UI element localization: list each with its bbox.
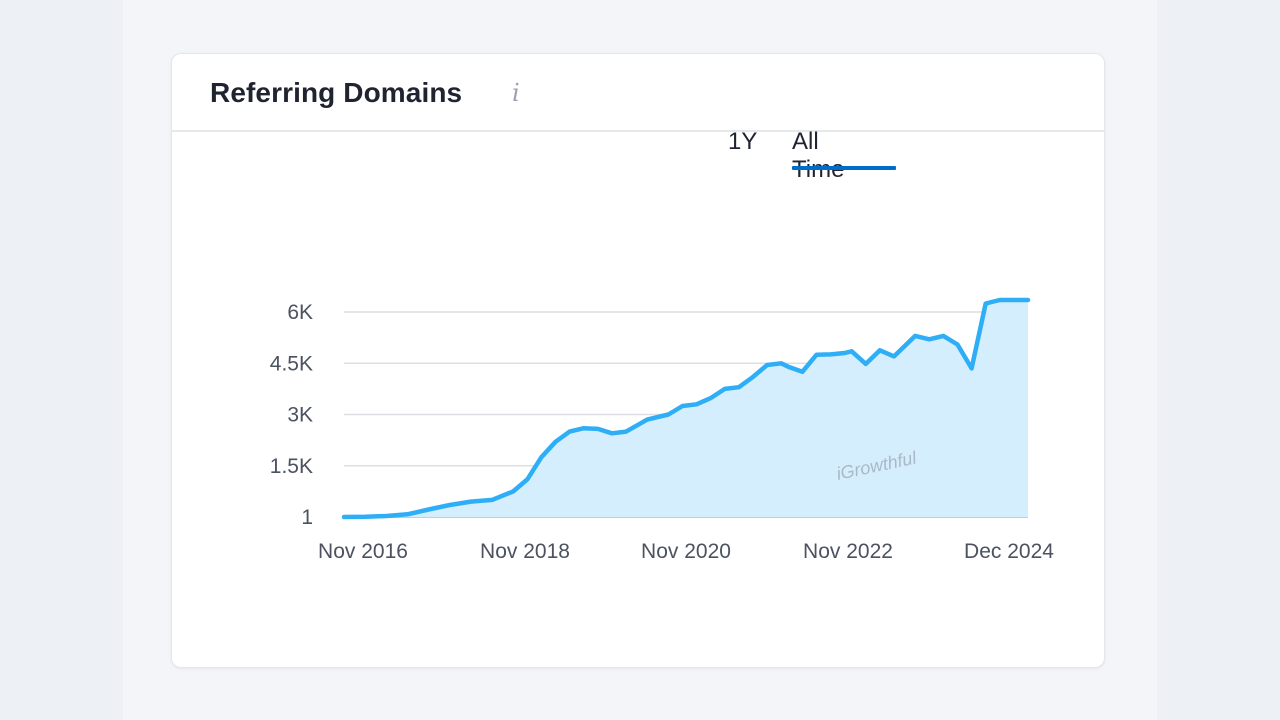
- data-point[interactable]: [842, 350, 848, 356]
- data-point[interactable]: [722, 386, 728, 392]
- data-point[interactable]: [489, 497, 495, 503]
- x-tick-label: Nov 2018: [480, 540, 570, 563]
- y-tick-label: 1: [301, 506, 313, 529]
- tab-1y[interactable]: 1Y: [728, 128, 758, 155]
- data-point[interactable]: [665, 412, 671, 418]
- data-point[interactable]: [1018, 297, 1024, 303]
- data-point[interactable]: [905, 340, 911, 346]
- data-point[interactable]: [940, 333, 946, 339]
- card-header: Referring Domains i: [172, 54, 1104, 132]
- data-point[interactable]: [863, 361, 869, 367]
- info-icon[interactable]: i: [512, 79, 520, 107]
- data-point[interactable]: [644, 417, 650, 423]
- card-title: Referring Domains: [210, 77, 463, 108]
- series-area-fill: [344, 300, 1028, 517]
- data-point[interactable]: [969, 365, 975, 371]
- data-point[interactable]: [595, 426, 601, 432]
- data-point[interactable]: [680, 403, 686, 409]
- data-point[interactable]: [778, 360, 784, 366]
- data-point[interactable]: [799, 369, 805, 375]
- data-point[interactable]: [891, 353, 897, 359]
- data-point[interactable]: [997, 297, 1003, 303]
- data-point[interactable]: [362, 514, 368, 520]
- data-point[interactable]: [750, 374, 756, 380]
- data-point[interactable]: [510, 488, 516, 494]
- data-point[interactable]: [426, 507, 432, 513]
- x-tick-label: Dec 2024: [964, 540, 1054, 563]
- data-point[interactable]: [912, 333, 918, 339]
- data-point[interactable]: [538, 454, 544, 460]
- x-tick-label: Nov 2022: [803, 540, 893, 563]
- data-point[interactable]: [524, 476, 530, 482]
- data-point[interactable]: [447, 502, 453, 508]
- y-tick-label: 3K: [287, 404, 313, 427]
- data-point[interactable]: [736, 384, 742, 390]
- data-point[interactable]: [553, 439, 559, 445]
- data-point[interactable]: [383, 513, 389, 519]
- data-point[interactable]: [926, 336, 932, 342]
- data-point[interactable]: [849, 348, 855, 354]
- data-point[interactable]: [955, 342, 961, 348]
- data-point[interactable]: [623, 429, 629, 435]
- y-tick-label: 1.5K: [270, 455, 313, 478]
- tab-all-time-underline: [792, 166, 896, 170]
- data-point[interactable]: [341, 514, 347, 520]
- data-point[interactable]: [828, 351, 834, 357]
- data-point[interactable]: [983, 301, 989, 307]
- data-point[interactable]: [785, 364, 791, 370]
- y-tick-label: 4.5K: [270, 352, 313, 375]
- data-point[interactable]: [1025, 297, 1031, 303]
- data-point[interactable]: [764, 362, 770, 368]
- data-point[interactable]: [567, 429, 573, 435]
- data-point[interactable]: [708, 395, 714, 401]
- data-point[interactable]: [405, 511, 411, 517]
- x-tick-label: Nov 2016: [318, 540, 408, 563]
- data-point[interactable]: [1004, 297, 1010, 303]
- x-tick-label: Nov 2020: [641, 540, 731, 563]
- data-point[interactable]: [877, 347, 883, 353]
- y-tick-label: 6K: [287, 301, 313, 324]
- data-point[interactable]: [609, 430, 615, 436]
- data-point[interactable]: [581, 425, 587, 431]
- data-point[interactable]: [468, 499, 474, 505]
- data-point[interactable]: [1011, 297, 1017, 303]
- series-line: [341, 297, 1031, 520]
- data-point[interactable]: [694, 401, 700, 407]
- data-point[interactable]: [814, 352, 820, 358]
